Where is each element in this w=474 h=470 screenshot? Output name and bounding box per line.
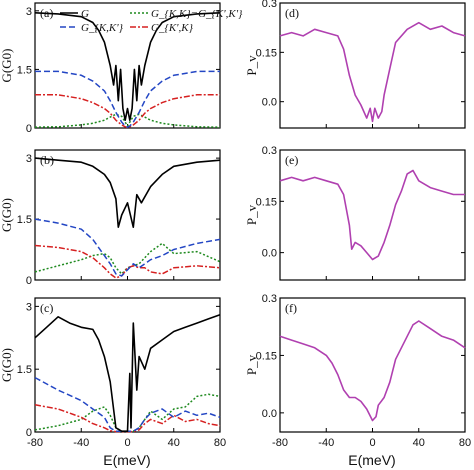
panel-1: 0 1.5 3 (b) G(G0) [0,149,221,287]
series-line-gkkgkk [34,242,221,275]
plot-frame [279,297,466,433]
y-axis-label: P_v [244,354,259,375]
y-tick-label: 1.5 [17,64,32,76]
x-tick-label: -80 [27,437,43,449]
y-tick-label: 0.15 [256,47,277,59]
x-tick-label: 80 [459,437,471,449]
legend-label: G_{K,K'} [81,22,124,34]
y-tick-label: 3 [26,6,32,18]
panel-label: (c) [40,301,53,315]
y-tick-label: 0 [26,427,32,439]
panel-label: (d) [285,6,299,20]
x-tick-label: -40 [318,437,334,449]
series-line-g [34,157,221,228]
y-tick-label: 0.15 [256,350,277,362]
series-line-gkk [34,404,221,433]
panel-3: 0.0 0.15 0.3 (d) P_v [244,0,466,129]
series-line-gkk [35,94,220,129]
y-axis-label: P_v [244,55,259,76]
panel-5: 0.0 0.15 0.3 -80 -40 0 40 80 (f) P_v [244,293,471,449]
panel-0: 01.53 (a)G(G0)GG_{K,K'}G_{K,K}=G_{K',K'}G… [0,2,243,135]
series-line-p [279,169,465,261]
series-line-g [34,314,221,433]
series-line-gkk [34,218,221,277]
y-tick-label: 0.0 [262,408,277,420]
y-tick-label: 0.3 [262,145,277,157]
x-tick-label: 40 [168,437,180,449]
series-line-gkk [34,244,221,279]
y-axis-label: P_v [244,204,259,225]
series-line-p [279,320,466,422]
y-tick-label: 0 [26,275,32,287]
panel-4: 0.0 0.15 0.3 (e) P_v [244,145,466,281]
panel-label: (e) [285,153,298,167]
x-tick-label: 40 [413,437,425,449]
x-axis-label-left: E(meV) [103,452,150,468]
legend-label: G_{K,K}=G_{K',K'} [151,8,243,20]
legend-label: G [81,8,89,20]
y-tick-label: 1.5 [17,364,32,376]
y-tick-label: 0.3 [262,0,277,10]
y-axis-label: G(G0) [0,49,14,83]
y-tick-label: 0.0 [262,248,277,260]
panel-label: (f) [285,301,297,315]
x-axis-label-right: E(meV) [348,452,395,468]
plot-frame [279,149,466,281]
series-line-g [34,12,221,121]
y-tick-label: 1.5 [17,214,32,226]
y-tick-label: 0.3 [262,293,277,305]
panel-label: (b) [40,153,54,167]
panel-2: 0 1.5 3 -80 -40 0 40 80 (c) G(G0) [0,297,226,449]
x-tick-label: 0 [369,437,375,449]
legend-label: G_{K',K} [151,22,194,34]
series-line-gkkgkk [34,113,221,128]
y-tick-label: 0 [26,123,32,135]
y-axis-label: G(G0) [0,198,14,232]
x-tick-label: -40 [73,437,89,449]
y-axis-label: G(G0) [0,348,14,382]
y-tick-label: 3 [26,153,32,165]
x-tick-label: 80 [214,437,226,449]
plot-frame [34,149,221,281]
y-tick-label: 3 [26,301,32,313]
plot-frame [279,2,466,129]
y-tick-label: 0.0 [262,97,277,109]
series-line-gkkgkk [34,393,221,432]
y-tick-label: 0.15 [256,196,277,208]
x-tick-label: 0 [124,437,130,449]
series-line-gkk [34,376,221,432]
series-line-gkk [35,70,220,128]
x-tick-label: -80 [272,437,288,449]
series-line-p [279,21,466,123]
